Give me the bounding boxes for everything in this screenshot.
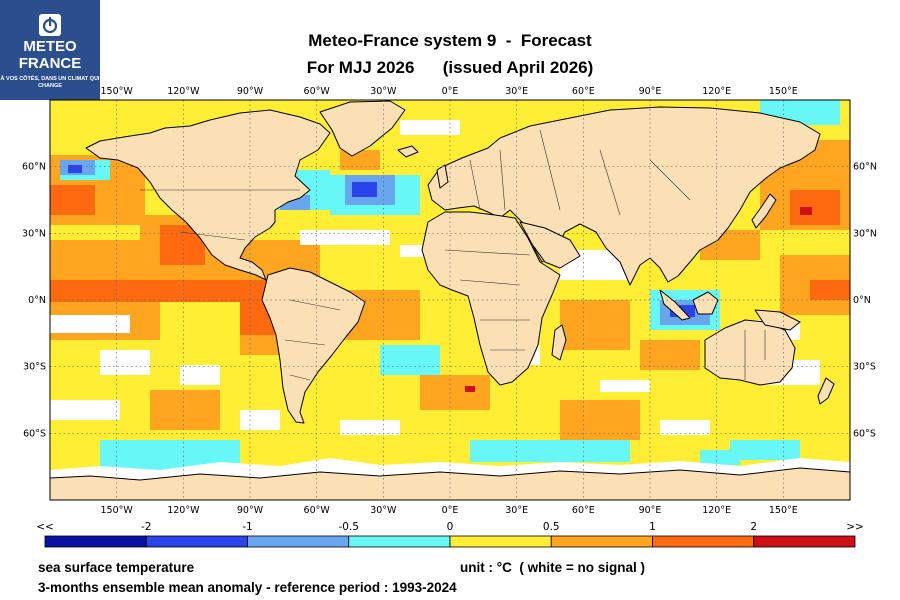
x-tick-label-bottom: 150°E xyxy=(769,505,798,516)
japan xyxy=(751,193,777,229)
borneo xyxy=(692,291,719,315)
colorbar-label: << xyxy=(36,521,54,533)
colorbar-segment xyxy=(247,535,350,548)
x-tick-label-bottom: 120°W xyxy=(167,505,200,516)
colorbar-labels: << -2 -1 -0.5 0 0.5 1 2 >> xyxy=(36,521,864,533)
colorbar-label: 0 xyxy=(447,521,454,533)
south-america xyxy=(261,267,366,424)
colorbar-label: 1 xyxy=(649,521,656,533)
new-guinea xyxy=(754,309,801,331)
y-tick-label-left: 60°S xyxy=(23,428,46,439)
y-tick-label-right: 60°N xyxy=(853,162,877,173)
y-tick-label-right: 0°N xyxy=(853,295,871,306)
x-tick-label-bottom: 150°W xyxy=(101,505,134,516)
y-tick-label-left: 30°N xyxy=(22,228,46,239)
map-panel xyxy=(50,100,850,500)
anomaly-map: 150°W 120°W 90°W 60°W 30°W 0°E 30°E 60°E 90°E 120… xyxy=(22,86,877,548)
graticule xyxy=(50,100,850,500)
new-zealand xyxy=(817,377,835,405)
x-tick-label-top: 30°E xyxy=(505,86,528,97)
x-tick-label-bottom: 60°W xyxy=(304,505,331,516)
x-tick-label-top: 150°W xyxy=(101,86,134,97)
y-tick-label-left: 60°N xyxy=(22,162,46,173)
arabian-peninsula xyxy=(519,221,581,269)
y-ticks-right: 60°N 30°N 0°N 30°S 60°S xyxy=(853,162,877,440)
colorbar-label: -2 xyxy=(141,521,151,533)
x-tick-label-top: 60°W xyxy=(304,86,331,97)
footer-unit: unit : °C ( white = no signal ) xyxy=(460,560,646,575)
y-tick-label-right: 60°S xyxy=(853,428,876,439)
x-tick-label-top: 150°E xyxy=(769,86,798,97)
x-tick-label-bottom: 120°E xyxy=(702,505,731,516)
colorbar-segment xyxy=(145,535,248,548)
x-tick-label-top: 0°E xyxy=(442,86,459,97)
iceland xyxy=(397,145,419,158)
x-tick-label-top: 90°E xyxy=(639,86,662,97)
title-line-1: Meteo-France system 9 - Forecast xyxy=(308,31,592,50)
y-tick-label-right: 30°N xyxy=(853,228,877,239)
x-tick-label-top: 30°W xyxy=(370,86,397,97)
colorbar-label: -0.5 xyxy=(339,521,360,533)
y-tick-label-right: 30°S xyxy=(853,362,876,373)
y-ticks-left: 60°N 30°N 0°N 30°S 60°S xyxy=(22,162,46,440)
x-tick-label-top: 120°E xyxy=(702,86,731,97)
x-tick-label-top: 120°W xyxy=(167,86,200,97)
colorbar-segment xyxy=(348,535,451,548)
x-tick-label-top: 60°E xyxy=(572,86,595,97)
footer-variable: sea surface temperature xyxy=(38,560,195,575)
x-tick-label-bottom: 90°E xyxy=(639,505,662,516)
x-tick-label-bottom: 30°E xyxy=(505,505,528,516)
meteo-france-emblem-icon xyxy=(39,14,61,36)
x-tick-label-bottom: 0°E xyxy=(442,505,459,516)
logo-tagline: À VOS CÔTÉS, DANS UN CLIMAT QUI CHANGE xyxy=(0,76,100,89)
title-line-2: For MJJ 2026 (issued April 2026) xyxy=(306,58,594,77)
x-tick-label-bottom: 30°W xyxy=(370,505,397,516)
country-borders xyxy=(140,129,766,381)
colorbar xyxy=(44,535,856,548)
colorbar-segment xyxy=(44,535,147,548)
y-tick-label-left: 30°S xyxy=(23,362,46,373)
colorbar-segment xyxy=(550,535,653,548)
x-tick-label-top: 90°W xyxy=(237,86,264,97)
colorbar-label: 2 xyxy=(750,521,757,533)
greenland xyxy=(319,100,406,157)
logo-text-meteo: METEO xyxy=(23,38,77,55)
map-frame xyxy=(49,99,851,501)
africa xyxy=(421,211,561,386)
north-america xyxy=(85,109,331,281)
x-ticks-top: 150°W 120°W 90°W 60°W 30°W 0°E 30°E 60°E 90°E 120… xyxy=(101,86,798,97)
colorbar-segment xyxy=(753,535,856,548)
meteo-france-logo: METEO FRANCE À VOS CÔTÉS, DANS UN CLIMAT… xyxy=(0,0,100,100)
footer-description: 3-months ensemble mean anomaly - referen… xyxy=(38,580,457,595)
australia xyxy=(704,319,796,386)
x-tick-label-bottom: 60°E xyxy=(572,505,595,516)
colorbar-label: -1 xyxy=(242,521,252,533)
colorbar-segment xyxy=(449,535,552,548)
colorbar-segment xyxy=(652,535,755,548)
madagascar xyxy=(551,324,567,361)
colorbar-label: >> xyxy=(846,521,864,533)
anomaly-redorange-patches xyxy=(50,185,850,335)
x-tick-label-bottom: 90°W xyxy=(237,505,264,516)
y-tick-label-left: 0°N xyxy=(28,295,46,306)
colorbar-label: 0.5 xyxy=(543,521,560,533)
x-ticks-bottom: 150°W 120°W 90°W 60°W 30°W 0°E 30°E 60°E 90°E 120… xyxy=(101,505,798,516)
logo-text-france: FRANCE xyxy=(18,55,82,72)
